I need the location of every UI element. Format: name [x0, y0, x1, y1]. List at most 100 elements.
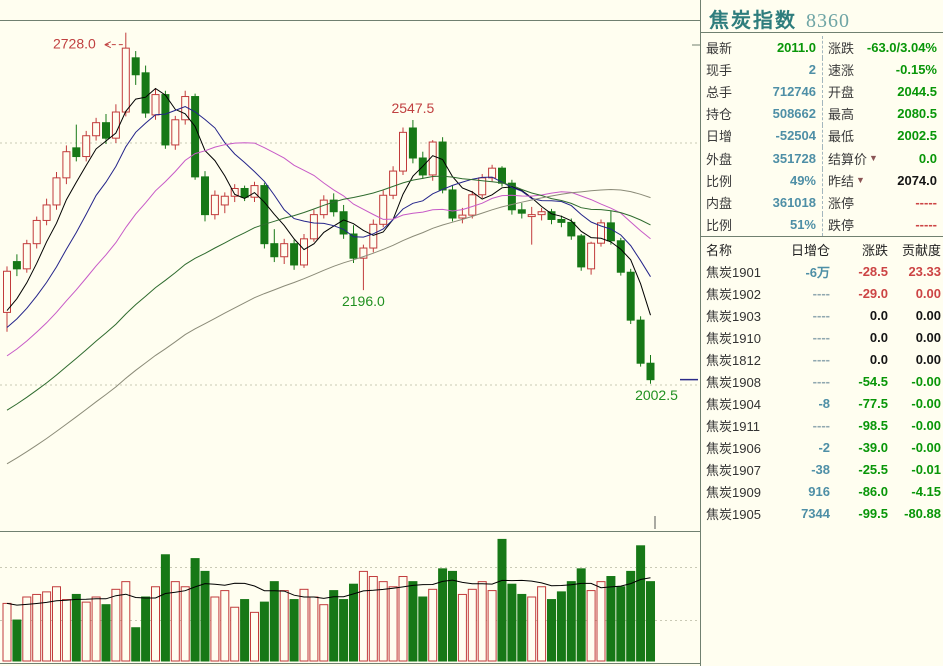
contract-row[interactable]: 焦炭1905 7344 -99.5 -80.88 — [701, 503, 943, 525]
quote-label: 跌停 — [828, 218, 855, 234]
dropdown-arrow-icon[interactable]: ▼ — [869, 153, 878, 164]
contract-table-header: 名称 日增仓 涨跌 贡献度 — [701, 239, 943, 261]
contract-name: 焦炭1910 — [706, 331, 761, 347]
contract-row[interactable]: 焦炭1906 -2 -39.0 -0.00 — [701, 437, 943, 459]
contract-name: 焦炭1904 — [706, 397, 761, 413]
contract-pos-change: -38 — [811, 462, 830, 478]
contract-change: -25.5 — [858, 462, 888, 478]
contract-change: 0.0 — [869, 352, 888, 368]
annotation-above: 2547.5 — [391, 100, 434, 116]
quote-value: 2074.0 — [897, 172, 937, 188]
quote-value: 0.0 — [918, 150, 937, 166]
kline-chart[interactable]: 2728.0 2547.5 2196.0 2002.5 — [0, 0, 700, 666]
contract-table: 名称 日增仓 涨跌 贡献度 焦炭1901 -6万 -28.5 23.33 焦炭1902 ---- -… — [701, 237, 943, 525]
contract-row[interactable]: 焦炭1903 ---- 0.0 0.00 — [701, 305, 943, 327]
quote-value: -52504 — [775, 128, 816, 144]
contract-change: -39.0 — [858, 440, 888, 456]
ma10-line — [6, 105, 651, 328]
contract-row[interactable]: 焦炭1902 ---- -29.0 0.00 — [701, 283, 943, 305]
contract-row[interactable]: 焦炭1911 ---- -98.5 -0.00 — [701, 415, 943, 437]
ma40-line — [6, 175, 651, 411]
quote-label: 最低 — [828, 129, 855, 145]
col-pos-change: 日增仓 — [790, 243, 830, 259]
quote-value: 2080.5 — [897, 106, 937, 122]
quote-value: 2002.5 — [897, 128, 937, 144]
contract-row[interactable]: 焦炭1901 -6万 -28.5 23.33 — [701, 261, 943, 283]
contract-name: 焦炭1902 — [706, 287, 761, 303]
contract-change: -86.0 — [858, 484, 888, 500]
quote-value: 2011.0 — [776, 39, 816, 55]
quote-label: 总手 — [706, 84, 733, 100]
contract-change: -77.5 — [858, 396, 888, 412]
contract-row[interactable]: 焦炭1910 ---- 0.0 0.00 — [701, 327, 943, 349]
contract-contribution: -0.01 — [911, 462, 941, 478]
price-annotations: 2728.0 2547.5 2196.0 2002.5 — [53, 36, 678, 403]
col-name: 名称 — [706, 243, 733, 259]
contract-contribution: -0.00 — [911, 374, 941, 390]
annotation-below: 2196.0 — [342, 293, 385, 309]
contract-pos-change: ---- — [812, 418, 830, 434]
quote-value: ----- — [915, 194, 937, 210]
contract-change: -99.5 — [858, 506, 888, 522]
contract-pos-change: -8 — [818, 396, 830, 412]
contract-contribution: 0.00 — [915, 330, 941, 346]
quote-label: 速涨 — [828, 62, 855, 78]
contract-name: 焦炭1812 — [706, 353, 761, 369]
contract-pos-change: 916 — [808, 484, 830, 500]
quote-row: 比例 49% 昨结 ▼ 2074.0 — [701, 169, 943, 192]
contract-contribution: -0.00 — [911, 418, 941, 434]
dropdown-arrow-icon[interactable]: ▼ — [856, 175, 865, 186]
contract-pos-change: ---- — [812, 286, 830, 302]
chart-frame — [0, 20, 700, 664]
quote-value: 2 — [808, 61, 816, 77]
contract-change: -28.5 — [858, 264, 888, 280]
ma60-line — [6, 188, 651, 465]
contract-pos-change: -6万 — [805, 265, 830, 281]
quote-row: 持仓 508662 最高 2080.5 — [701, 102, 943, 125]
contract-row[interactable]: 焦炭1812 ---- 0.0 0.00 — [701, 349, 943, 371]
contract-pos-change: -2 — [818, 440, 830, 456]
ma5-line — [6, 87, 651, 316]
instrument-title: 焦炭指数 8360 — [701, 0, 943, 33]
contract-contribution: 23.33 — [908, 264, 941, 280]
quote-summary: 最新 2011.0 涨跌 -63.0/3.04% 现手 2 速涨 -0.15% 总手 712746… — [701, 33, 943, 237]
quote-panel: 焦炭指数 8360 最新 2011.0 涨跌 -63.0/3.04% 现手 2 速涨 -0.15… — [700, 0, 943, 666]
annotation-high: 2728.0 — [53, 36, 96, 52]
contract-contribution: 0.00 — [915, 308, 941, 324]
quote-label: 日增 — [706, 129, 733, 145]
quote-label: 最高 — [828, 107, 855, 123]
contract-contribution: -0.00 — [911, 440, 941, 456]
quote-value: 351728 — [772, 150, 816, 166]
quote-row: 现手 2 速涨 -0.15% — [701, 58, 943, 81]
contract-row[interactable]: 焦炭1908 ---- -54.5 -0.00 — [701, 371, 943, 393]
contract-pos-change: ---- — [812, 352, 830, 368]
quote-row: 日增 -52504 最低 2002.5 — [701, 124, 943, 147]
contract-name: 焦炭1903 — [706, 309, 761, 325]
quote-label: 最新 — [706, 40, 733, 56]
contract-row[interactable]: 焦炭1904 -8 -77.5 -0.00 — [701, 393, 943, 415]
quote-value: 49% — [789, 172, 816, 188]
quote-row: 内盘 361018 涨停 ----- — [701, 191, 943, 214]
contract-pos-change: ---- — [812, 374, 830, 390]
quote-row: 总手 712746 开盘 2044.5 — [701, 80, 943, 103]
annotation-below: 2002.5 — [635, 387, 678, 403]
quote-value: 51% — [789, 217, 816, 233]
quote-label: 涨跌 — [828, 40, 855, 56]
quote-value: 712746 — [772, 83, 816, 99]
contract-name: 焦炭1908 — [706, 375, 761, 391]
contract-contribution: -4.15 — [911, 484, 941, 500]
contract-contribution: -0.00 — [911, 396, 941, 412]
contract-pos-change: 7344 — [801, 506, 830, 522]
contract-contribution: 0.00 — [915, 286, 941, 302]
quote-label: 现手 — [706, 62, 733, 78]
contract-row[interactable]: 焦炭1909 916 -86.0 -4.15 — [701, 481, 943, 503]
quote-value: -63.0/3.04% — [866, 39, 937, 55]
contract-row[interactable]: 焦炭1907 -38 -25.5 -0.01 — [701, 459, 943, 481]
quote-label: 外盘 — [706, 151, 733, 167]
contract-name: 焦炭1906 — [706, 441, 761, 457]
contract-pos-change: ---- — [812, 330, 830, 346]
contract-name: 焦炭1905 — [706, 507, 761, 523]
quote-label: 结算价 — [828, 151, 868, 167]
contract-pos-change: ---- — [812, 308, 830, 324]
